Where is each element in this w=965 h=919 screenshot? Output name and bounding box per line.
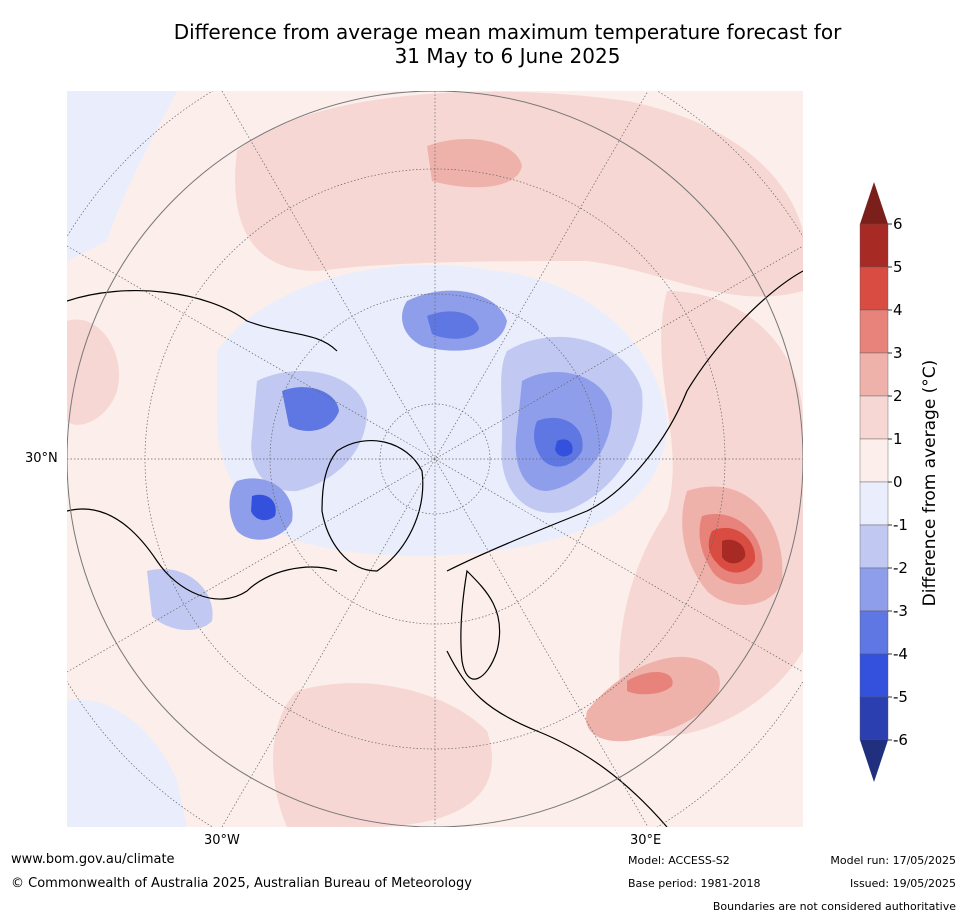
- colorbar-segment: [859, 309, 889, 354]
- colorbar-segment: [859, 567, 889, 612]
- anomaly-warm-mediterranean: [273, 683, 492, 827]
- anomaly-cool-siberia-deep: [555, 439, 573, 457]
- title-line-2: 31 May to 6 June 2025: [394, 44, 621, 68]
- colorbar-segment: [859, 696, 889, 741]
- colorbar-label: Difference from average (°C): [920, 360, 940, 607]
- colorbar-tick-label: -4: [893, 645, 908, 663]
- lat-label-30n: 30°N: [25, 451, 58, 466]
- colorbar-ticks: 6 5 4 3 2 1 0 -1 -2 -3 -4 -5 -6: [888, 215, 908, 749]
- footer-copyright: © Commonwealth of Australia 2025, Austra…: [11, 876, 472, 891]
- coastline-scandinavia: [460, 569, 501, 680]
- anomaly-warm-pacific-core: [427, 138, 522, 188]
- anomaly-warm-canada: [67, 319, 119, 425]
- colorbar-segment: [859, 610, 889, 655]
- colorbar-tick-label: 6: [893, 215, 903, 233]
- anomaly-warm-pacific: [235, 91, 803, 297]
- colorbar-tick-label: -5: [893, 688, 908, 706]
- coastline-north-america: [67, 289, 338, 600]
- polar-map: [67, 91, 803, 827]
- anomaly-warm-caspian: [586, 656, 720, 742]
- anomaly-cool-canada-arctic: [251, 371, 367, 492]
- map-title: Difference from average mean maximum tem…: [60, 20, 955, 68]
- footer-issued: Issued: 19/05/2025: [849, 877, 956, 890]
- colorbar-tick-label: 4: [893, 301, 903, 319]
- colorbar-segment: [859, 438, 889, 483]
- footer-base-period: Base period: 1981-2018: [628, 877, 761, 890]
- anomaly-cool-northwest: [67, 91, 177, 261]
- anomaly-hot-siberia: [722, 539, 746, 564]
- colorbar-tick-label: 2: [893, 387, 903, 405]
- anomaly-cool-arctic-coast-core: [427, 311, 479, 339]
- colorbar-segment: [859, 524, 889, 569]
- anomaly-cool-southwest: [67, 699, 187, 827]
- anomaly-cool-canada-arctic-core: [282, 387, 339, 431]
- anomaly-cool-atlantic: [147, 569, 213, 631]
- colorbar-segment: [859, 653, 889, 698]
- coastline-greenland: [321, 440, 424, 572]
- footer-disclaimer: Boundaries are not considered authoritat…: [712, 900, 956, 913]
- colorbar-segments: [859, 182, 889, 782]
- colorbar-segment: [859, 352, 889, 397]
- colorbar-segment: [859, 223, 889, 268]
- title-line-1: Difference from average mean maximum tem…: [173, 20, 842, 44]
- colorbar-tick-label: -6: [893, 731, 908, 749]
- colorbar-tick-label: -1: [893, 516, 908, 534]
- colorbar-extend-low: [860, 740, 888, 782]
- colorbar-segment: [859, 395, 889, 440]
- footer-website[interactable]: www.bom.gov.au/climate: [11, 852, 175, 867]
- coastline-eurasia: [446, 270, 803, 827]
- colorbar-extend-high: [860, 182, 888, 224]
- colorbar-tick-label: -2: [893, 559, 908, 577]
- colorbar-tick-label: 1: [893, 430, 903, 448]
- colorbar-tick-label: 3: [893, 344, 903, 362]
- anomaly-warm-caspian-core: [627, 671, 673, 695]
- lon-label-30w: 30°W: [204, 833, 240, 848]
- colorbar-tick-label: 5: [893, 258, 903, 276]
- colorbar-segment: [859, 266, 889, 311]
- graticule: [67, 91, 803, 827]
- colorbar-segment: [859, 481, 889, 526]
- footer-model: Model: ACCESS-S2: [628, 854, 730, 867]
- colorbar: 6 5 4 3 2 1 0 -1 -2 -3 -4 -5 -6 Difference from aver…: [859, 182, 940, 782]
- colorbar-tick-label: -3: [893, 602, 908, 620]
- anomaly-cool-hudson-core: [251, 494, 276, 521]
- lon-label-30e: 30°E: [630, 833, 662, 848]
- footer-model-run: Model run: 17/05/2025: [830, 854, 956, 867]
- colorbar-tick-label: 0: [893, 473, 903, 491]
